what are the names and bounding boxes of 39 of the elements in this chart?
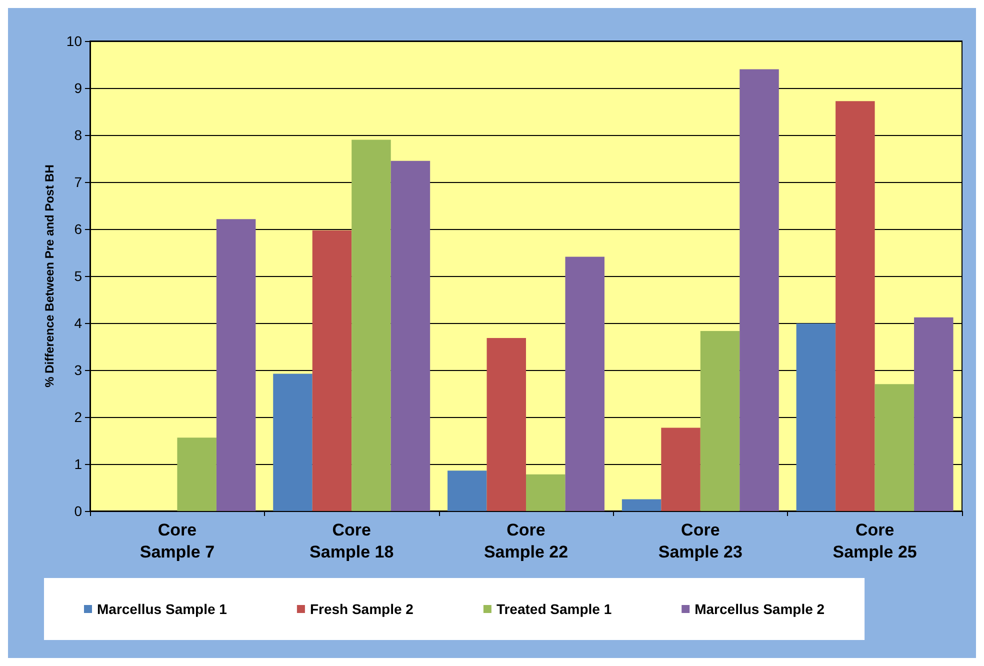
y-axis-title: % Difference Between Pre and Post BH (42, 164, 57, 388)
y-tick-label: 10 (66, 33, 82, 49)
x-tick-label: Core Sample 25 (832, 520, 917, 562)
y-tick-label: 0 (74, 503, 82, 519)
x-tick-label: Core Sample 7 (140, 520, 215, 562)
legend-label: Marcellus Sample 1 (97, 601, 228, 617)
x-tick-label: Core Sample 22 (484, 520, 568, 562)
bar (448, 470, 487, 511)
bar (352, 140, 391, 511)
legend-label: Treated Sample 1 (496, 601, 612, 617)
y-tick-label: 6 (74, 221, 82, 237)
bar (914, 317, 954, 511)
bar (740, 69, 779, 511)
bar (390, 160, 430, 511)
bar (796, 323, 836, 511)
y-tick-label: 4 (74, 315, 82, 331)
x-tick-label: Core Sample 18 (310, 520, 394, 562)
bar (661, 428, 700, 511)
y-tick-label: 7 (74, 174, 82, 190)
legend-label: Fresh Sample 2 (310, 601, 414, 617)
y-tick-label: 2 (74, 409, 82, 425)
bar (216, 219, 256, 511)
bar (874, 384, 914, 511)
bar (273, 374, 312, 511)
y-tick-label: 8 (74, 127, 82, 143)
bar (565, 256, 604, 511)
bar (486, 338, 526, 511)
y-tick-label: 1 (74, 456, 82, 472)
y-tick-label: 9 (74, 80, 82, 96)
bar (836, 101, 875, 511)
bar (526, 474, 566, 511)
bar (177, 438, 216, 511)
bar (622, 499, 662, 511)
y-tick-label: 5 (74, 268, 82, 284)
bar (312, 230, 352, 511)
legend-label: Marcellus Sample 2 (694, 601, 825, 617)
x-tick-label: Core Sample 23 (658, 520, 742, 562)
y-tick-label: 3 (74, 362, 82, 378)
bar (700, 330, 740, 511)
